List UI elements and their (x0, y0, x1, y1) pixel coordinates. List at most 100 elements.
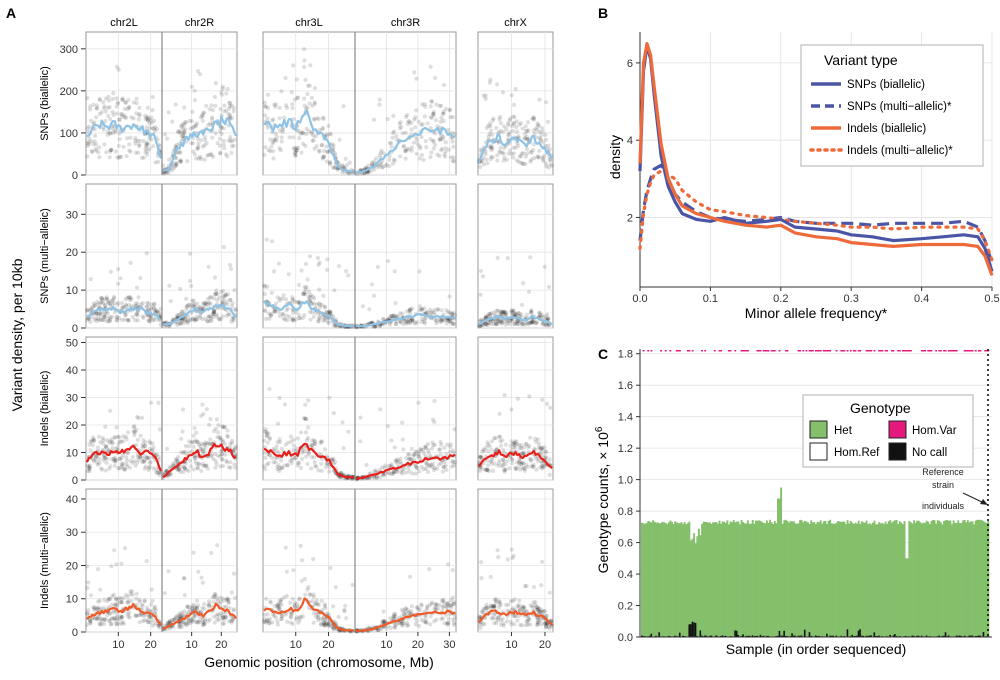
point (480, 274, 485, 279)
panel-b-legend-title: Variant type (824, 52, 898, 68)
point (381, 317, 386, 322)
point (280, 129, 285, 135)
point (290, 316, 295, 321)
point (486, 320, 491, 326)
point (219, 449, 224, 454)
point (106, 113, 111, 118)
point (99, 296, 104, 302)
point (286, 440, 291, 445)
point (318, 440, 323, 446)
point (201, 463, 206, 468)
point (317, 305, 322, 310)
point (293, 153, 298, 158)
point (424, 466, 429, 471)
point (162, 132, 168, 137)
point (438, 452, 443, 457)
point (389, 144, 394, 149)
point (133, 430, 138, 435)
point (501, 457, 506, 463)
point (107, 466, 112, 471)
point (231, 105, 236, 111)
point (290, 596, 295, 602)
point (381, 609, 386, 614)
point (511, 445, 516, 450)
point (506, 121, 511, 126)
point (299, 457, 305, 462)
point (425, 309, 430, 315)
point (533, 321, 538, 326)
point (548, 405, 553, 410)
facet-r3-g2 (477, 488, 554, 633)
point (512, 441, 517, 446)
point (501, 319, 506, 324)
point (137, 144, 142, 149)
trend-line-r2-chrX (478, 449, 553, 470)
point (284, 308, 289, 313)
trend-line-r1-chr2L (86, 306, 162, 322)
point (515, 321, 520, 326)
point (148, 315, 153, 320)
point (481, 93, 486, 98)
point (176, 129, 181, 134)
c-bar-homvar (854, 350, 857, 352)
point (435, 466, 440, 471)
chrom-header-chr3L: chr3L (295, 17, 323, 29)
point (302, 58, 307, 63)
ytick-label-r2-10: 10 (66, 448, 78, 460)
point (494, 321, 499, 327)
point (232, 571, 237, 576)
point (432, 308, 437, 313)
point (190, 125, 195, 130)
point (119, 154, 124, 159)
point (141, 613, 146, 619)
point (202, 143, 207, 148)
point (508, 619, 513, 624)
point (484, 125, 490, 130)
row-label-1: SNPs (multi−allelic) (39, 208, 51, 304)
point (500, 438, 505, 443)
point (389, 462, 394, 467)
point (312, 100, 317, 105)
point (522, 468, 527, 473)
point (393, 469, 398, 474)
point (120, 96, 125, 101)
point (210, 311, 215, 317)
point (146, 318, 151, 323)
point (536, 459, 541, 464)
point (229, 116, 235, 121)
c-bar-homvar (691, 350, 694, 352)
point (340, 163, 345, 168)
point (413, 125, 418, 130)
point (102, 314, 107, 319)
panel-a-letter: A (6, 5, 16, 21)
point (123, 297, 128, 302)
point (372, 475, 377, 480)
point (296, 620, 301, 625)
point (266, 431, 271, 436)
point (97, 155, 102, 160)
point (97, 311, 102, 316)
point (440, 111, 445, 116)
point (300, 131, 305, 136)
point (504, 127, 509, 132)
point (124, 115, 129, 120)
point (282, 115, 287, 120)
point (448, 115, 453, 120)
point (107, 105, 112, 110)
point (532, 446, 537, 451)
point (219, 457, 224, 462)
point (503, 312, 509, 317)
point (400, 420, 405, 425)
point (506, 123, 511, 128)
point (443, 140, 448, 145)
point (528, 435, 533, 440)
point (225, 292, 231, 297)
point (114, 64, 119, 69)
point (509, 308, 514, 313)
point (398, 311, 403, 316)
point (102, 456, 107, 461)
point (433, 75, 438, 80)
point (544, 450, 549, 455)
point (273, 309, 278, 314)
point (218, 107, 223, 112)
